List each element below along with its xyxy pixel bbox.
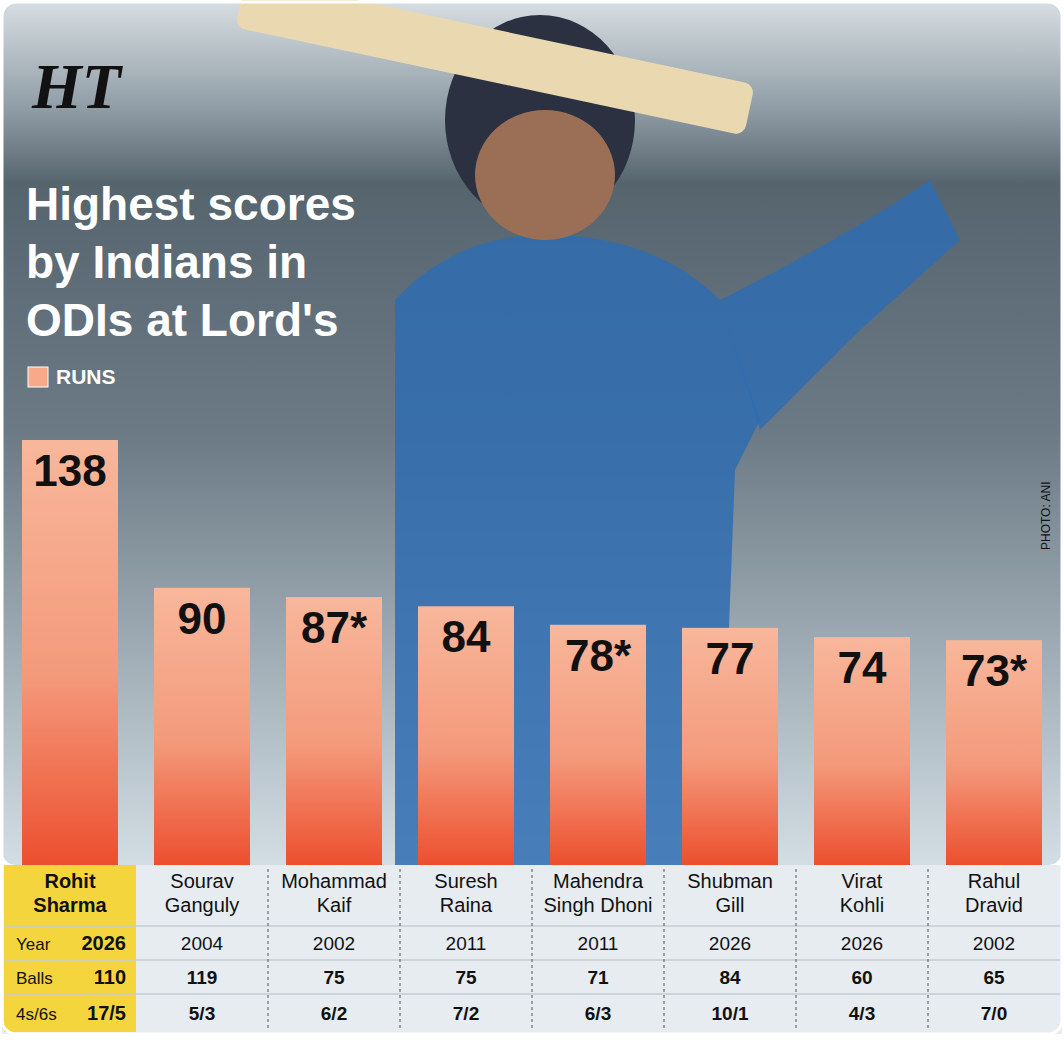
table-cell: 60 [851, 967, 872, 988]
column-separator [400, 869, 401, 1030]
data-label: 73* [961, 646, 1028, 695]
table-cell: 6/2 [321, 1003, 347, 1024]
category-label: RahulDravid [965, 870, 1023, 916]
row-line [4, 993, 1060, 995]
category-line: Virat [842, 870, 883, 892]
table-cell: 5/3 [189, 1003, 215, 1024]
table-background [2, 865, 1062, 1034]
category-label: MahendraSingh Dhoni [544, 870, 653, 916]
bar [286, 597, 382, 865]
category-label: ViratKohli [840, 870, 884, 916]
category-line: Mohammad [281, 870, 387, 892]
title-line: ODIs at Lord's [26, 294, 339, 346]
table-cell: 75 [455, 967, 477, 988]
column-separator [268, 869, 269, 1030]
category-line: Ganguly [165, 894, 240, 916]
table-cell: 7/2 [453, 1003, 479, 1024]
category-line: Sharma [33, 894, 107, 916]
category-label: SureshRaina [434, 870, 497, 916]
category-line: Singh Dhoni [544, 894, 653, 916]
column-separator [664, 869, 665, 1030]
credit: PHOTO: ANI [1039, 482, 1053, 550]
category-line: Raina [440, 894, 493, 916]
table-cell: 2004 [181, 933, 224, 954]
table-cell: 2026 [841, 933, 883, 954]
data-label: 90 [178, 594, 227, 643]
category-line: Rohit [44, 870, 95, 892]
row-label: Year [16, 935, 51, 954]
category-line: Rahul [968, 870, 1020, 892]
table-cell: 10/1 [712, 1003, 749, 1024]
bar [682, 628, 778, 865]
title: Highest scores by Indians in ODIs at Lord'… [26, 178, 356, 346]
title-line: by Indians in [26, 236, 307, 288]
table-cell: 84 [719, 967, 741, 988]
legend-label: RUNS [56, 365, 116, 388]
table-cell: 2002 [313, 933, 355, 954]
table-cell: 2026 [82, 932, 127, 954]
data-label: 77 [706, 634, 755, 683]
category-label: RohitSharma [33, 870, 107, 916]
bar [154, 588, 250, 865]
column-separator [532, 869, 533, 1030]
category-line: Sourav [170, 870, 233, 892]
table-cell: 75 [323, 967, 345, 988]
bars [22, 440, 1042, 865]
player-face [475, 110, 615, 240]
frame [2, 2, 1062, 1034]
data-label: 74 [838, 643, 887, 692]
category-line: Kaif [317, 894, 352, 916]
bar [814, 637, 910, 865]
category-label: ShubmanGill [687, 870, 773, 916]
player-arm [720, 180, 960, 430]
category-line: Gill [716, 894, 745, 916]
row-label: 4s/6s [16, 1005, 57, 1024]
category-line: Suresh [434, 870, 497, 892]
data-label: 87* [301, 603, 368, 652]
table-cell: 6/3 [585, 1003, 611, 1024]
table-cell: 2026 [709, 933, 751, 954]
table-cell: 4/3 [849, 1003, 875, 1024]
bar [550, 625, 646, 865]
data-label: 138 [33, 446, 106, 495]
category-line: Mahendra [553, 870, 644, 892]
table-cell: 7/0 [981, 1003, 1007, 1024]
chart: HT Highest scores by Indians in ODIs at Lor… [0, 0, 1064, 1046]
table-cell: 119 [187, 967, 218, 988]
bar [22, 440, 118, 865]
table-cell: 2011 [578, 933, 619, 954]
table-cell: 71 [587, 967, 609, 988]
bar [946, 640, 1042, 865]
column-separator [796, 869, 797, 1030]
background [2, 2, 1062, 865]
column-separator [928, 869, 929, 1030]
logo: HT [31, 51, 124, 122]
category-label: SouravGanguly [165, 870, 240, 916]
category-line: Dravid [965, 894, 1023, 916]
row-label: Balls [16, 969, 53, 988]
title-line: Highest scores [26, 178, 356, 230]
table-cell: 65 [983, 967, 1005, 988]
bat [235, 0, 754, 135]
table-cell: 17/5 [87, 1002, 126, 1024]
data-label: 84 [442, 612, 491, 661]
category-line: Kohli [840, 894, 884, 916]
bar [418, 606, 514, 865]
table-cell: 2002 [973, 933, 1015, 954]
highlight-column [4, 865, 136, 1032]
legend-swatch [28, 367, 48, 387]
category-line: Shubman [687, 870, 773, 892]
table-cell: 2011 [446, 933, 487, 954]
data-label: 78* [565, 631, 632, 680]
category-label: MohammadKaif [281, 870, 387, 916]
table-cell: 110 [94, 966, 126, 988]
